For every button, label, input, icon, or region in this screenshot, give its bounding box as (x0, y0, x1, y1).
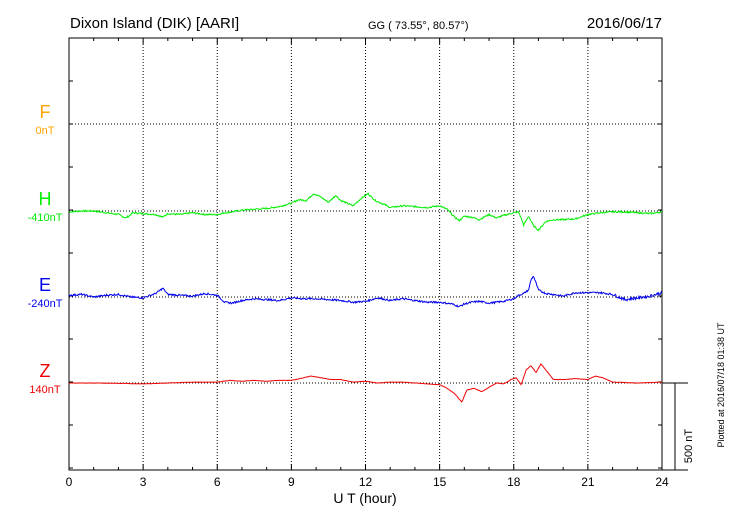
x-tick-label: 21 (581, 475, 595, 489)
series-name-e: E (39, 275, 51, 295)
series-line-z (68, 363, 663, 403)
plotted-timestamp: Plotted at 2016/07/18 01:38 UT (716, 322, 726, 448)
series-baseline-e: -240nT (28, 298, 63, 310)
series-name-f: F (40, 102, 51, 122)
x-tick-label: 15 (433, 475, 447, 489)
plot-date: 2016/06/17 (587, 15, 662, 32)
series-baseline-h: -410nT (28, 212, 63, 224)
x-axis-label: U T (hour) (333, 490, 396, 506)
x-tick-label: 6 (214, 475, 221, 489)
series-line-e (68, 275, 663, 308)
x-tick-label: 0 (66, 475, 73, 489)
x-tick-label: 3 (140, 475, 147, 489)
series-baseline-f: 0nT (36, 125, 55, 137)
series-name-z: Z (40, 361, 51, 381)
x-axis-ticks: 0 3 6 9 12 15 18 21 24 (66, 37, 669, 489)
series-lines (68, 192, 663, 403)
scale-bar: 500 nT (662, 382, 695, 471)
station-title: Dixon Island (DIK) [AARI] (70, 15, 239, 32)
grid-lines (69, 38, 662, 470)
series-name-h: H (39, 189, 52, 209)
scale-bar-label: 500 nT (683, 429, 695, 464)
x-tick-label: 24 (655, 475, 669, 489)
x-tick-label: 12 (359, 475, 373, 489)
geo-coordinates: GG ( 73.55°, 80.57°) (368, 20, 469, 32)
x-tick-label: 9 (288, 475, 295, 489)
series-baseline-z: 140nT (29, 384, 60, 396)
series-labels: F 0nT H -410nT E -240nT Z 140nT (28, 102, 63, 396)
series-line-h (68, 192, 663, 232)
x-tick-label: 18 (507, 475, 521, 489)
